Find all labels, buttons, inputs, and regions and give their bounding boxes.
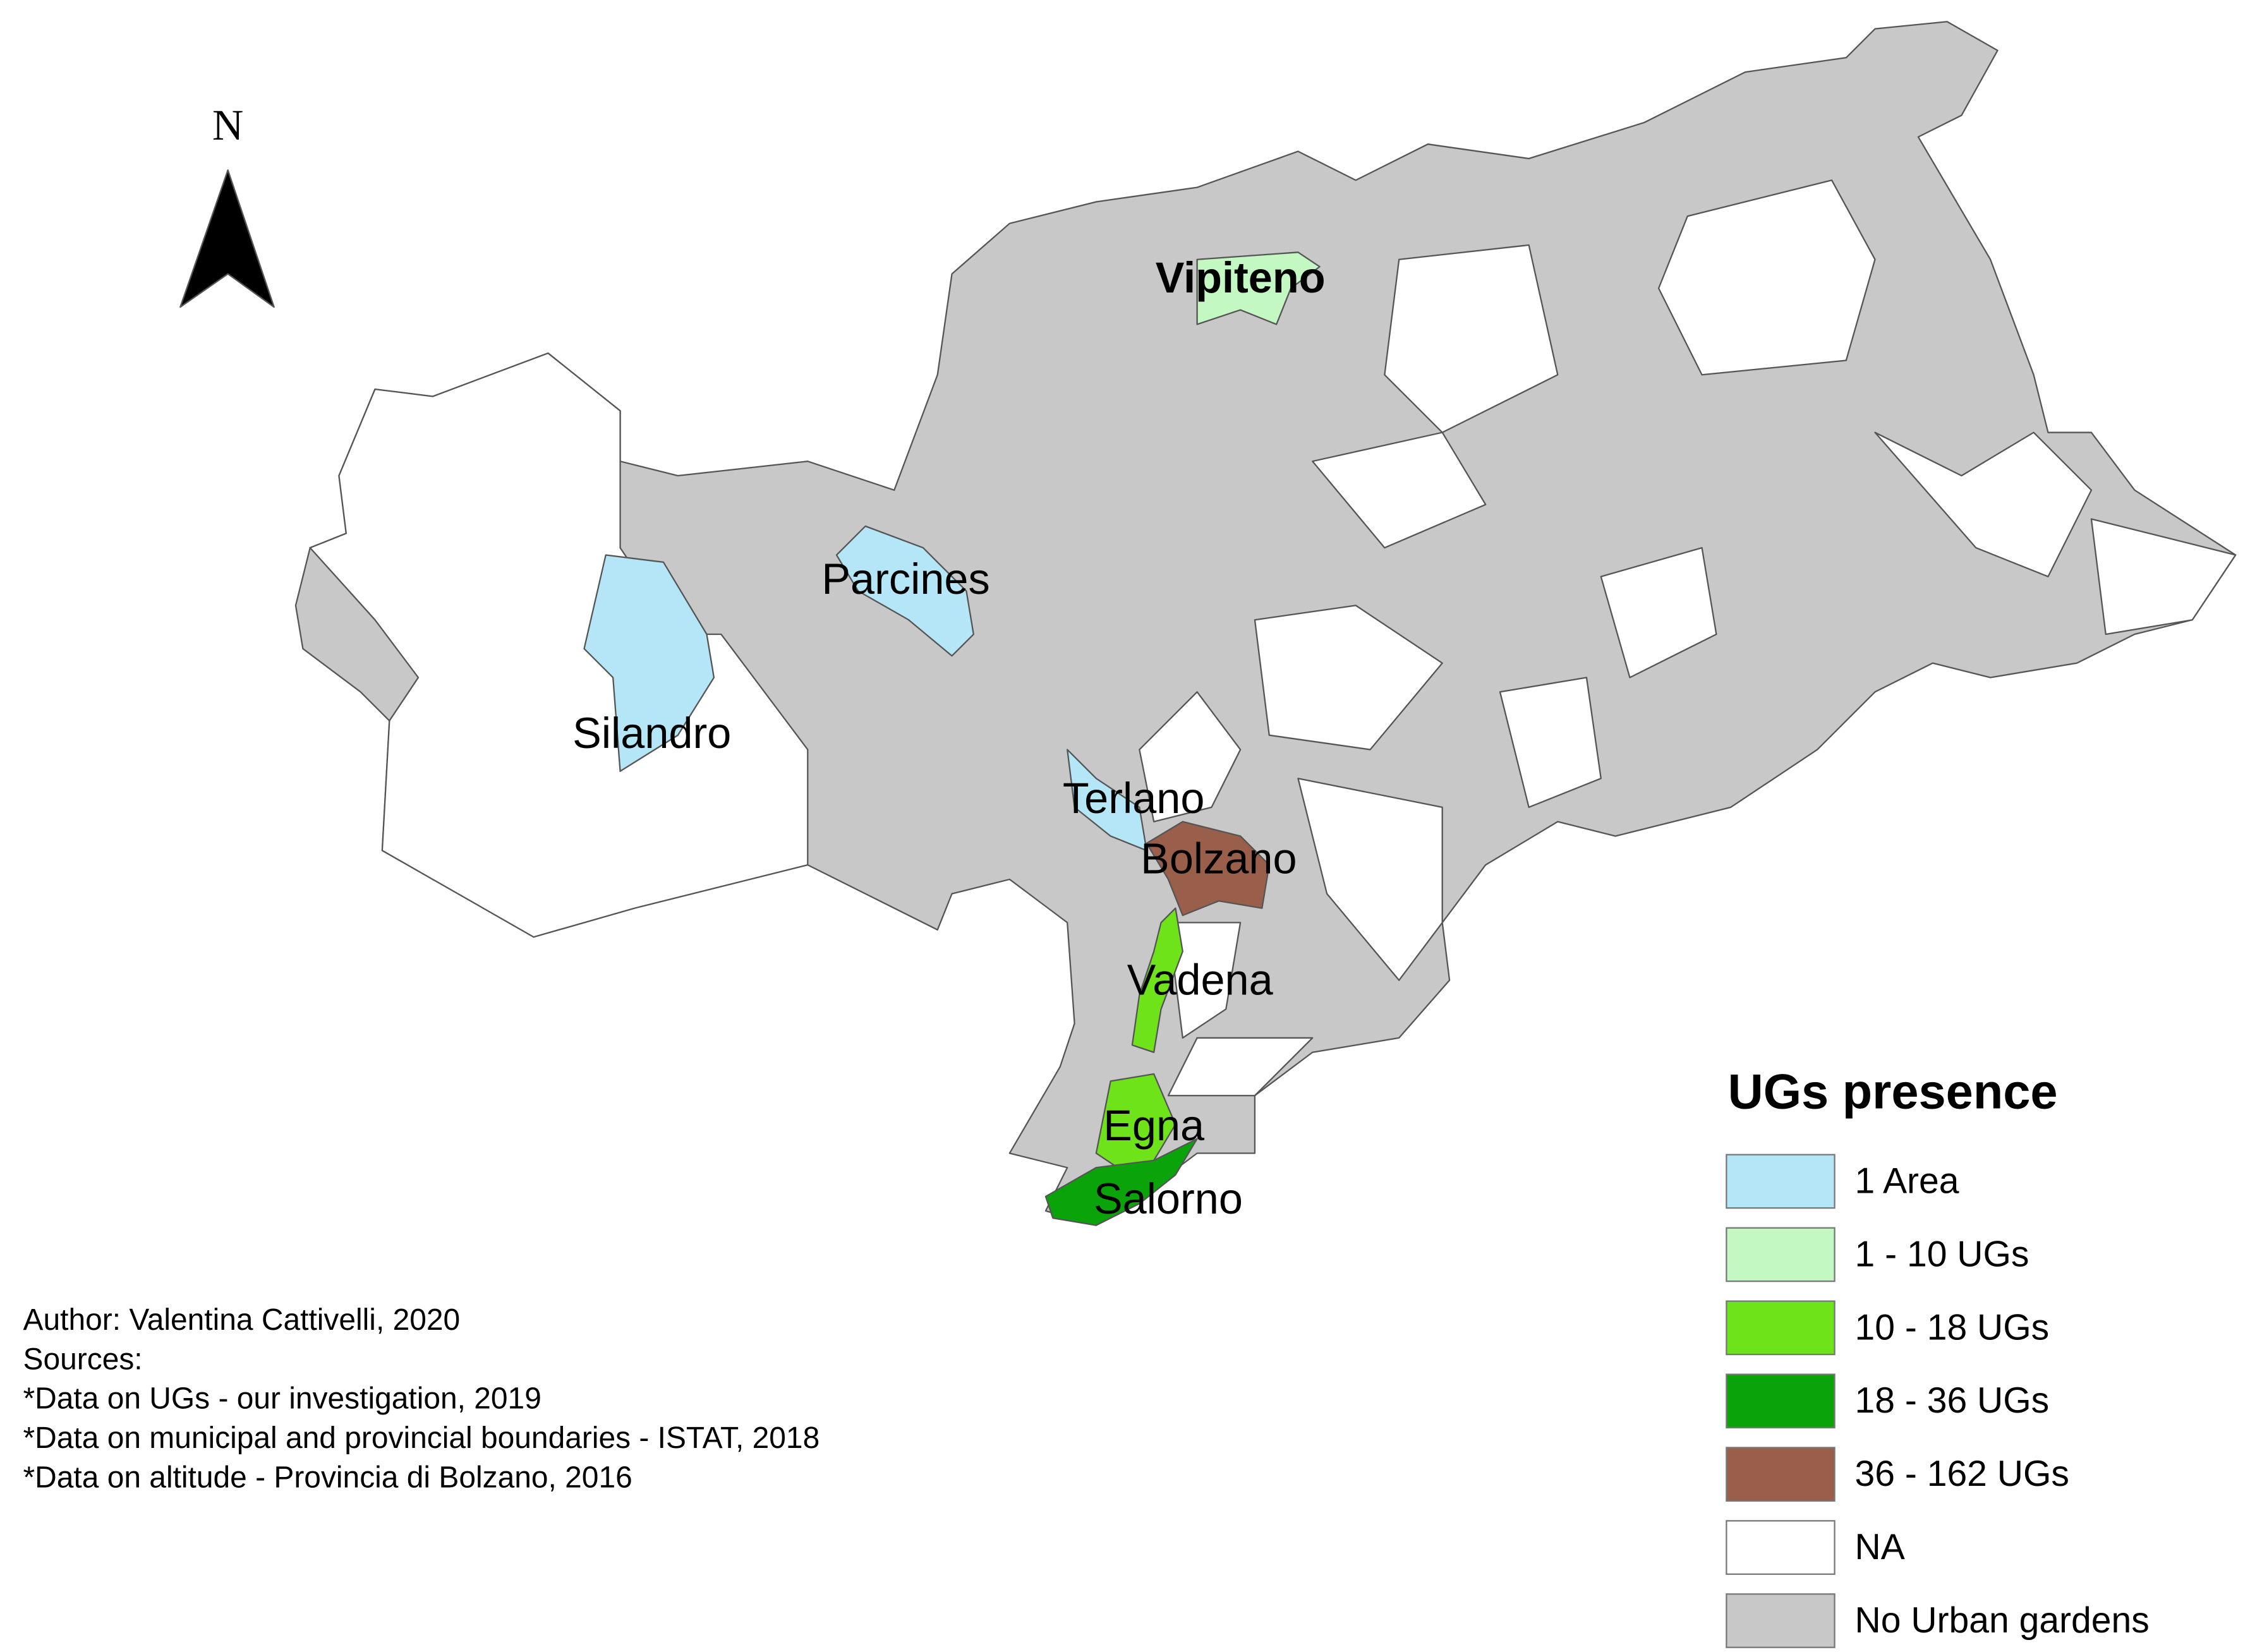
legend-swatch [1726, 1300, 1836, 1356]
legend-title: UGs presence [1728, 1065, 2058, 1119]
na-area [309, 352, 809, 938]
na-area [2090, 518, 2237, 636]
na-area [1297, 778, 1443, 981]
place-label: Bolzano [1140, 835, 1297, 883]
legend-swatch [1726, 1447, 1836, 1502]
salorno [1044, 1138, 1198, 1226]
legend-swatch [1726, 1154, 1836, 1209]
bolzano [1146, 821, 1270, 917]
legend-label: NA [1855, 1527, 1905, 1567]
legend-label: 18 - 36 UGs [1855, 1380, 2050, 1421]
legend-swatch [1726, 1520, 1836, 1575]
legend-label: 36 - 162 UGs [1855, 1454, 2069, 1494]
na-area [1657, 179, 1876, 376]
north-label: N [212, 101, 243, 149]
legend-label: No Urban gardens [1855, 1600, 2150, 1641]
place-label: Terlano [1063, 774, 1205, 823]
na-area [1139, 691, 1242, 823]
na-area [1499, 677, 1602, 808]
place-label: Egna [1103, 1101, 1205, 1150]
na-area [1312, 431, 1487, 549]
silandro [583, 554, 715, 772]
place-label: Salorno [1094, 1174, 1243, 1223]
place-label: Vadena [1127, 955, 1274, 1004]
north-arrow [179, 169, 275, 308]
place-label: Parcines [821, 555, 989, 603]
na-area [1254, 605, 1443, 751]
legend-label: 1 Area [1855, 1161, 1959, 1201]
credit-line: *Data on altitude - Provincia di Bolzano… [23, 1461, 632, 1494]
legend-label: 1 - 10 UGs [1855, 1234, 2029, 1274]
legend-swatch [1726, 1227, 1836, 1282]
na-areas [309, 179, 2237, 1097]
parcines [835, 525, 974, 657]
vipiteno [1196, 251, 1321, 325]
legend-swatch [1726, 1373, 1836, 1429]
credit-line: *Data on UGs - our investigation, 2019 [23, 1382, 541, 1416]
na-area [1384, 244, 1559, 433]
vadena [1131, 907, 1183, 1053]
credit-line: Author: Valentina Cattivelli, 2020 [23, 1303, 461, 1337]
place-label: Vipiteno [1156, 253, 1326, 302]
legend-label: 10 - 18 UGs [1855, 1307, 2050, 1348]
na-area [1600, 546, 1717, 678]
credit-line: *Data on municipal and provincial bounda… [23, 1421, 820, 1455]
place-label: Silandro [572, 709, 731, 757]
na-area [1167, 1037, 1314, 1097]
na-area [1167, 922, 1242, 1039]
na-area [1874, 431, 2093, 577]
credit-line: Sources: [23, 1342, 143, 1376]
terlano [1067, 749, 1147, 852]
legend-swatch [1726, 1593, 1836, 1648]
